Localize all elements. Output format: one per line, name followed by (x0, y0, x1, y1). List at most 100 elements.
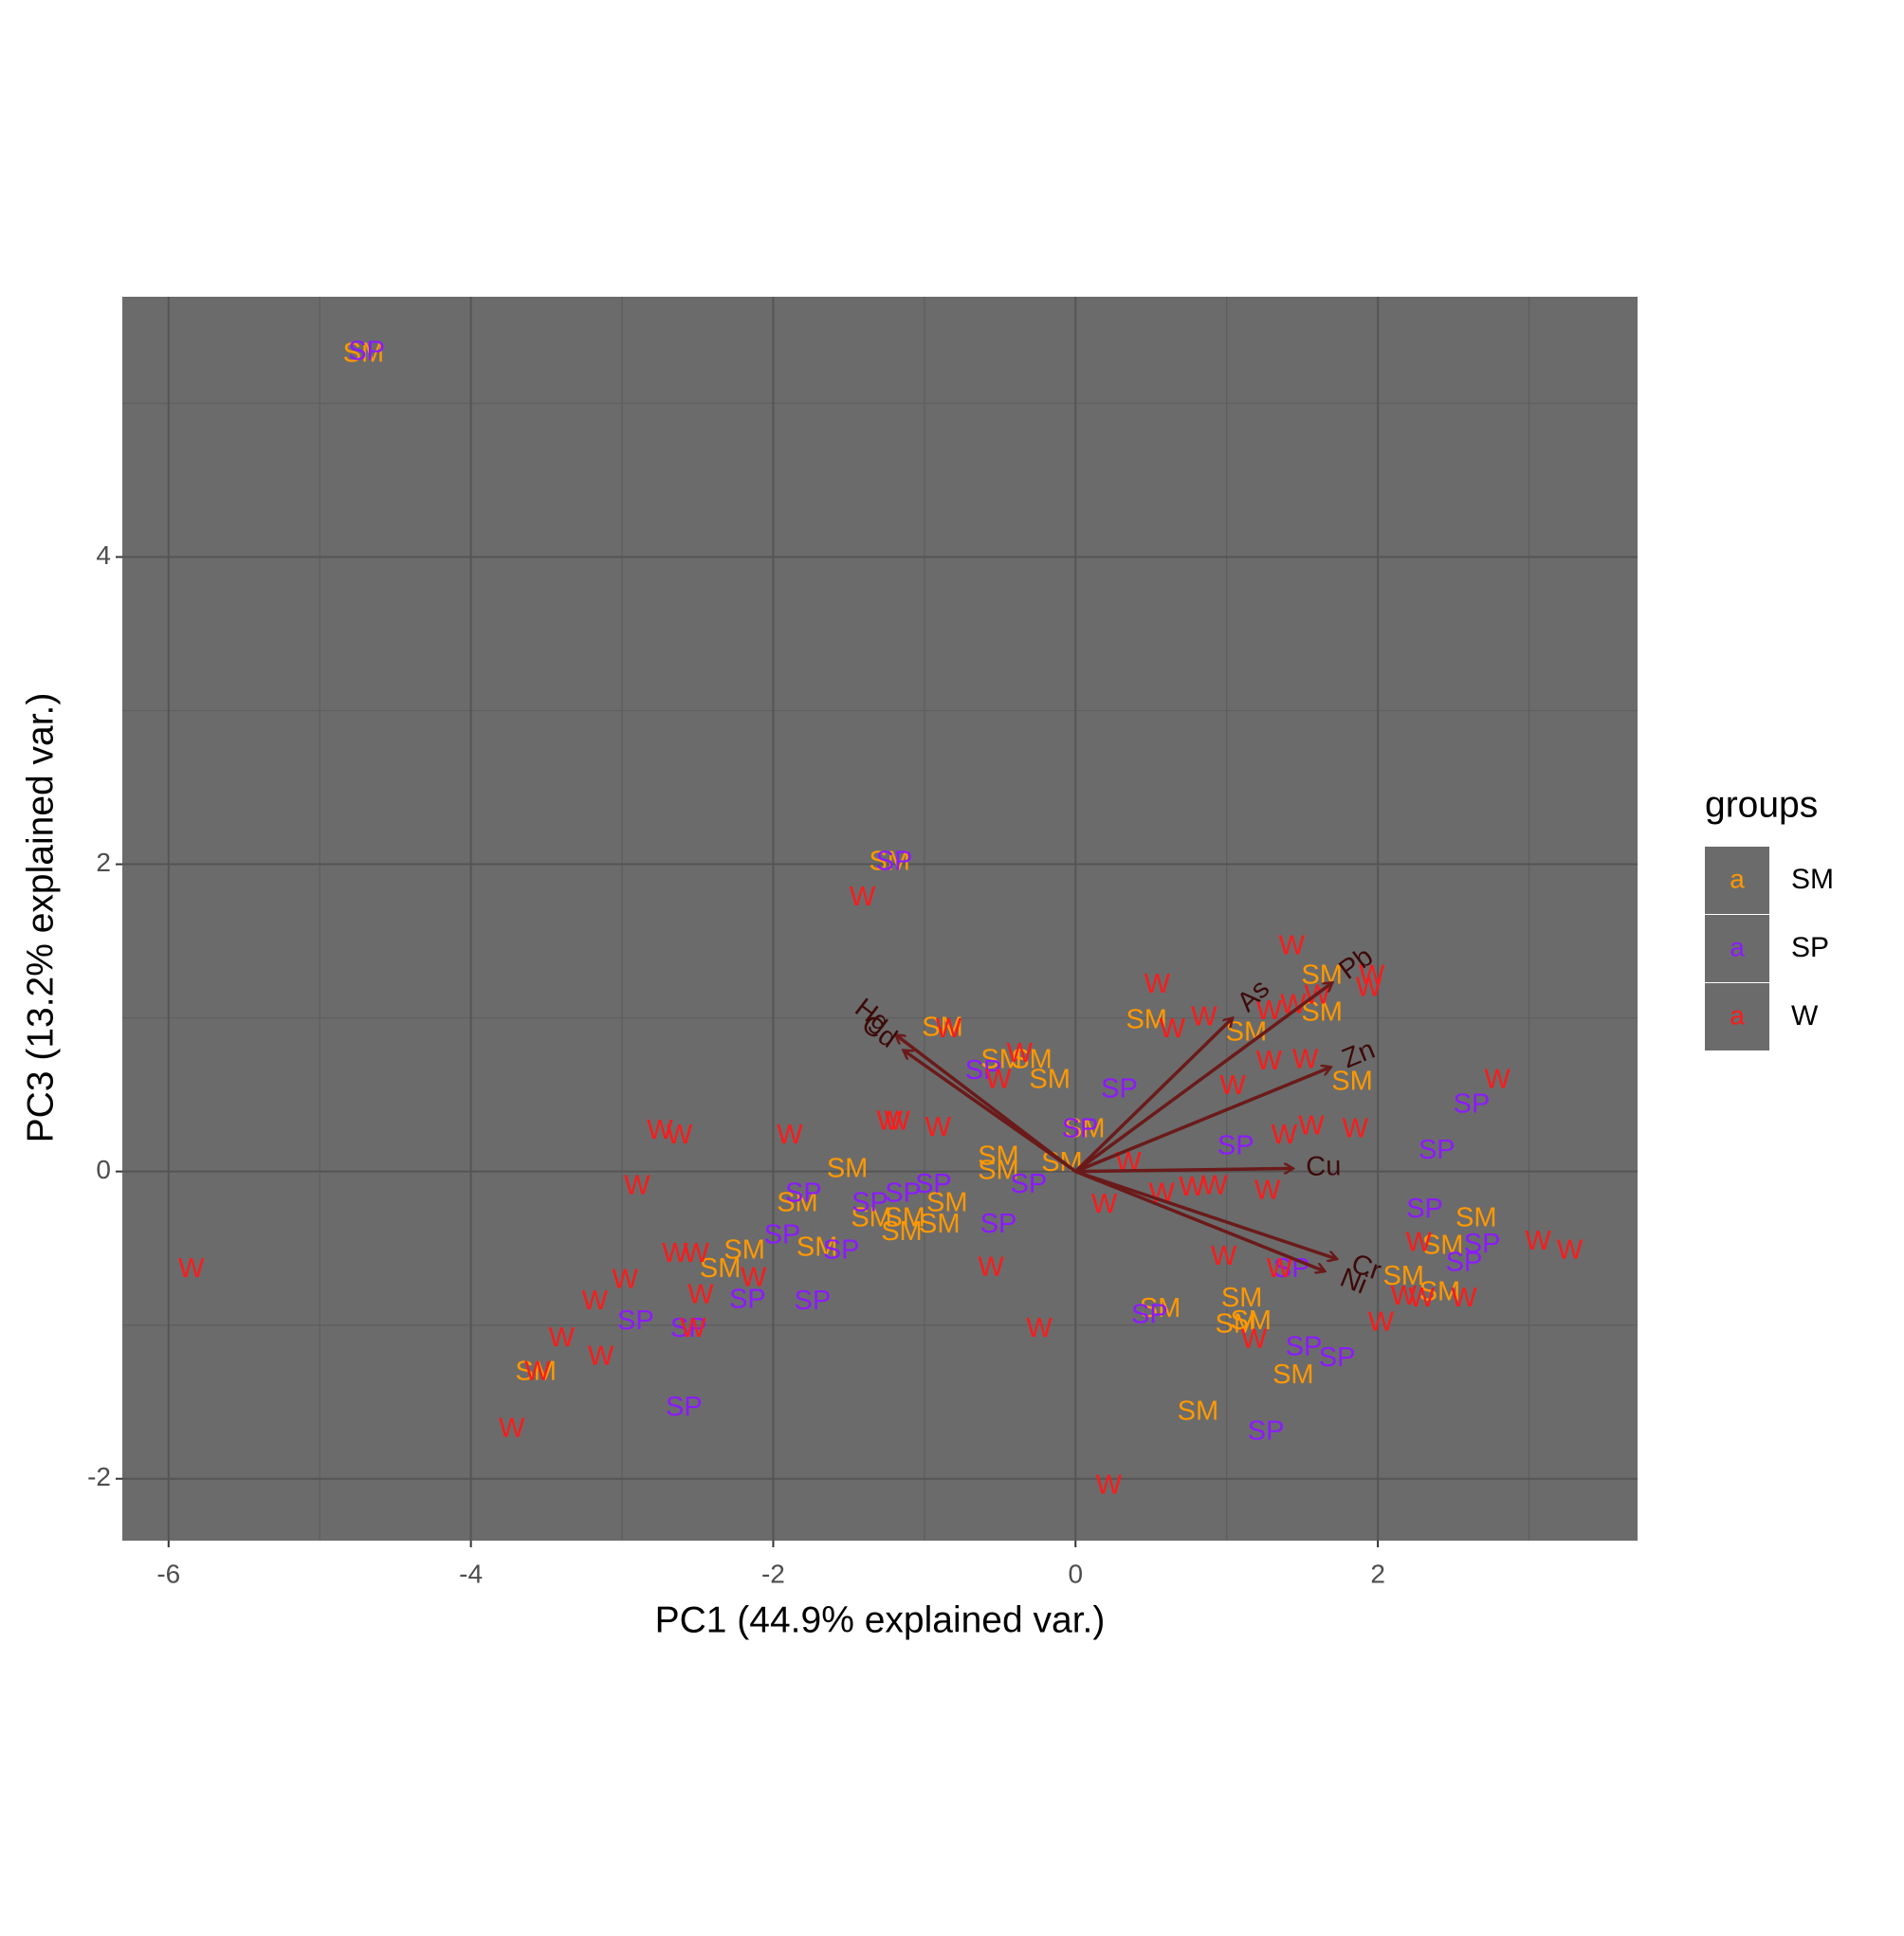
point-label: SP (670, 1313, 707, 1343)
point-label: SP (965, 1055, 1002, 1086)
legend-key (1705, 983, 1769, 1050)
point-label: SP (1406, 1194, 1443, 1224)
point-label: W (1525, 1226, 1551, 1256)
point-label: SP (1131, 1300, 1168, 1330)
loading-arrow (1074, 1018, 1233, 1173)
point-label: SM (515, 1357, 557, 1387)
point-label: SM (884, 1203, 925, 1233)
point-label: W (624, 1170, 650, 1200)
point-label: SM (881, 1216, 923, 1247)
x-tick-label: -4 (459, 1559, 483, 1588)
point-label: SM (1331, 1066, 1373, 1096)
point-label: W (524, 1357, 551, 1387)
point-label: W (1292, 1045, 1319, 1075)
point-label: W (549, 1323, 576, 1353)
point-label: W (1201, 1170, 1228, 1200)
loading-arrow (1074, 1067, 1330, 1174)
y-tick-label: 2 (96, 848, 111, 877)
point-label: W (1272, 1120, 1298, 1150)
point-label: SM (1178, 1397, 1219, 1427)
point-label: SP (1446, 1248, 1483, 1278)
point-label: SM (1216, 1308, 1257, 1339)
point-label: W (1026, 1313, 1053, 1343)
point-label: SP (666, 1392, 703, 1422)
point-label: SM (1140, 1293, 1181, 1324)
point-label: W (925, 1112, 952, 1142)
point-label: SP (1419, 1135, 1455, 1165)
point-label: SM (851, 1203, 892, 1233)
point-label: W (1279, 931, 1306, 961)
point-label: W (667, 1120, 693, 1150)
point-label: SP (1217, 1130, 1254, 1160)
point-label: SP (617, 1306, 654, 1336)
x-tick-label: -2 (761, 1559, 785, 1588)
x-tick-label: 2 (1370, 1559, 1385, 1588)
point-label: W (613, 1264, 639, 1294)
point-label: W (582, 1286, 609, 1316)
loading-arrow (1074, 982, 1332, 1174)
point-label: W (1484, 1065, 1510, 1095)
point-label: SM (1126, 1004, 1167, 1034)
point-label: W (687, 1280, 714, 1310)
point-label: SM (1221, 1283, 1263, 1313)
point-label: W (683, 1238, 709, 1269)
y-tick-label: 4 (96, 540, 111, 570)
point-label: SP (785, 1178, 822, 1209)
point-label: SM (978, 1142, 1019, 1172)
point-label: W (1298, 1110, 1325, 1141)
point-label: SP (876, 847, 913, 877)
loading-arrow (1074, 1169, 1337, 1259)
point-label: SM (922, 1013, 963, 1043)
panel (122, 297, 1638, 1541)
point-label: SM (796, 1232, 838, 1262)
point-label: W (1241, 1324, 1268, 1355)
point-label: SM (1272, 1360, 1314, 1390)
point-label: SM (1029, 1065, 1071, 1095)
point-label: SM (978, 1155, 1019, 1185)
point-label: W (1557, 1235, 1584, 1266)
point-label: SP (915, 1169, 952, 1199)
point-label: SM (777, 1187, 818, 1217)
point-label: W (1256, 1046, 1283, 1076)
y-axis-title: PC3 (13.2% explained var.) (20, 693, 61, 1143)
point-label: W (1091, 1189, 1118, 1219)
point-label: W (1144, 969, 1171, 999)
point-label: W (877, 1105, 904, 1136)
point-label: W (1007, 1038, 1034, 1068)
legend-key (1705, 915, 1769, 982)
point-label: SP (1011, 1169, 1048, 1199)
point-label: SP (1464, 1229, 1501, 1259)
point-label: SP (795, 1286, 832, 1316)
legend-glyph: a (1730, 932, 1745, 961)
point-label: SM (1064, 1114, 1106, 1144)
point-label: W (1096, 1470, 1123, 1500)
legend-glyph: a (1730, 1000, 1745, 1030)
y-tick-label: 0 (96, 1155, 111, 1184)
x-tick-label: -6 (156, 1559, 180, 1588)
point-label: W (1179, 1172, 1205, 1202)
point-label: W (850, 882, 876, 912)
point-label: W (178, 1253, 205, 1284)
point-label: SM (1455, 1203, 1497, 1233)
point-label: W (499, 1414, 525, 1444)
point-label: W (680, 1313, 706, 1343)
point-label: W (777, 1120, 803, 1150)
point-label: W (1405, 1227, 1432, 1257)
y-tick-label: -2 (87, 1462, 111, 1491)
point-label: SM (980, 1045, 1022, 1075)
legend-title: groups (1705, 784, 1818, 825)
point-label: SM (700, 1253, 741, 1284)
point-label: SP (885, 1178, 922, 1209)
point-label: W (978, 1251, 1004, 1282)
point-label: SM (1011, 1045, 1053, 1075)
legend-label: W (1791, 1000, 1819, 1032)
point-label: W (1409, 1283, 1436, 1313)
point-label: SP (851, 1187, 888, 1217)
point-label: SM (1230, 1306, 1272, 1336)
point-label: SP (1319, 1342, 1356, 1373)
point-label: W (741, 1263, 767, 1293)
legend-label: SM (1791, 864, 1834, 895)
point-label: W (1191, 1001, 1217, 1032)
